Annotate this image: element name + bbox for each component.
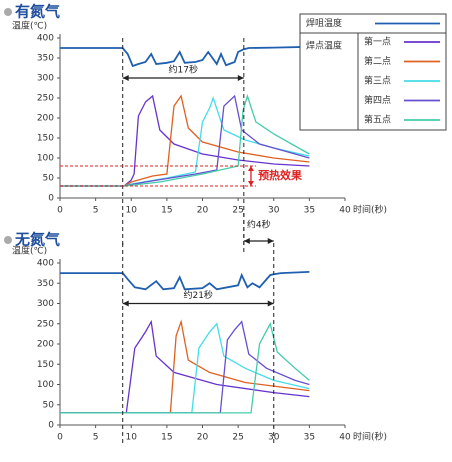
y-tick-label: 250 bbox=[37, 94, 54, 104]
x-tick-label: 30 bbox=[268, 206, 280, 216]
y-tick-label: 400 bbox=[37, 259, 54, 269]
arrow-head bbox=[267, 238, 274, 244]
y-tick-label: 150 bbox=[37, 360, 54, 370]
x-axis-label: 时间(秒) bbox=[353, 204, 387, 216]
y-tick-label: 0 bbox=[48, 421, 54, 431]
title-bullet bbox=[4, 236, 12, 244]
x-tick-label: 40 bbox=[339, 433, 351, 443]
series-line bbox=[60, 45, 310, 68]
legend-label: 第一点 bbox=[364, 36, 391, 48]
series-line bbox=[60, 322, 310, 414]
x-tick-label: 25 bbox=[232, 433, 243, 443]
y-tick-label: 350 bbox=[37, 54, 54, 64]
y-axis-label: 温度(℃) bbox=[12, 20, 47, 32]
series-line bbox=[60, 321, 310, 414]
arrow-head bbox=[122, 75, 129, 81]
y-tick-label: 100 bbox=[37, 154, 54, 164]
x-tick-label: 25 bbox=[232, 206, 243, 216]
y-tick-label: 300 bbox=[37, 299, 54, 309]
x-tick-label: 40 bbox=[339, 206, 351, 216]
x-tick-label: 15 bbox=[161, 206, 172, 216]
x-tick-label: 20 bbox=[197, 206, 209, 216]
legend-label: 第二点 bbox=[364, 55, 391, 67]
arrow-head bbox=[267, 300, 274, 307]
x-tick-label: 10 bbox=[126, 433, 138, 443]
y-tick-label: 150 bbox=[37, 134, 54, 144]
y-tick-label: 50 bbox=[43, 174, 55, 184]
y-tick-label: 300 bbox=[37, 74, 54, 84]
chart-title: 有氮气 bbox=[15, 3, 60, 21]
y-axis-label: 温度(℃) bbox=[12, 245, 47, 257]
y-tick-label: 0 bbox=[48, 194, 54, 204]
arrow-head bbox=[243, 238, 250, 244]
x-tick-label: 35 bbox=[304, 433, 315, 443]
x-tick-label: 0 bbox=[57, 433, 63, 443]
series-line bbox=[60, 319, 310, 414]
arrow-head bbox=[247, 166, 254, 171]
x-tick-label: 20 bbox=[197, 433, 209, 443]
legend-group-label: 焊点温度 bbox=[306, 40, 342, 52]
x-tick-label: 0 bbox=[57, 206, 63, 216]
arrow-head bbox=[237, 75, 244, 81]
arrow-head bbox=[122, 300, 129, 307]
x-tick-label: 5 bbox=[93, 433, 99, 443]
y-tick-label: 200 bbox=[37, 340, 54, 350]
series-line bbox=[60, 94, 310, 187]
y-tick-label: 350 bbox=[37, 279, 54, 289]
annotation: 预热效果 bbox=[258, 168, 302, 182]
series-line bbox=[60, 319, 310, 414]
y-tick-label: 50 bbox=[43, 400, 55, 410]
x-tick-label: 30 bbox=[268, 433, 280, 443]
chart-title: 无氮气 bbox=[14, 231, 60, 249]
x-tick-label: 35 bbox=[304, 206, 315, 216]
legend-label: 第四点 bbox=[364, 94, 391, 106]
legend-box bbox=[299, 13, 447, 131]
legend-label: 第五点 bbox=[364, 114, 391, 126]
y-tick-label: 250 bbox=[37, 319, 54, 329]
legend-label: 焊咀温度 bbox=[306, 17, 342, 29]
annotation: 约21秒 bbox=[183, 289, 212, 301]
y-tick-label: 400 bbox=[37, 34, 54, 44]
annotation: 约4秒 bbox=[247, 219, 271, 231]
x-tick-label: 10 bbox=[126, 206, 138, 216]
x-tick-label: 15 bbox=[161, 433, 172, 443]
annotation: 约17秒 bbox=[169, 64, 198, 76]
legend-label: 第三点 bbox=[364, 75, 391, 87]
series-line bbox=[60, 271, 310, 291]
x-axis-label: 时间(秒) bbox=[353, 431, 387, 443]
series-line bbox=[60, 320, 310, 414]
x-tick-label: 5 bbox=[93, 206, 99, 216]
title-bullet bbox=[4, 8, 12, 16]
y-tick-label: 100 bbox=[37, 380, 54, 390]
series-line bbox=[60, 93, 310, 187]
y-tick-label: 200 bbox=[37, 114, 54, 124]
arrow-head bbox=[247, 181, 254, 186]
